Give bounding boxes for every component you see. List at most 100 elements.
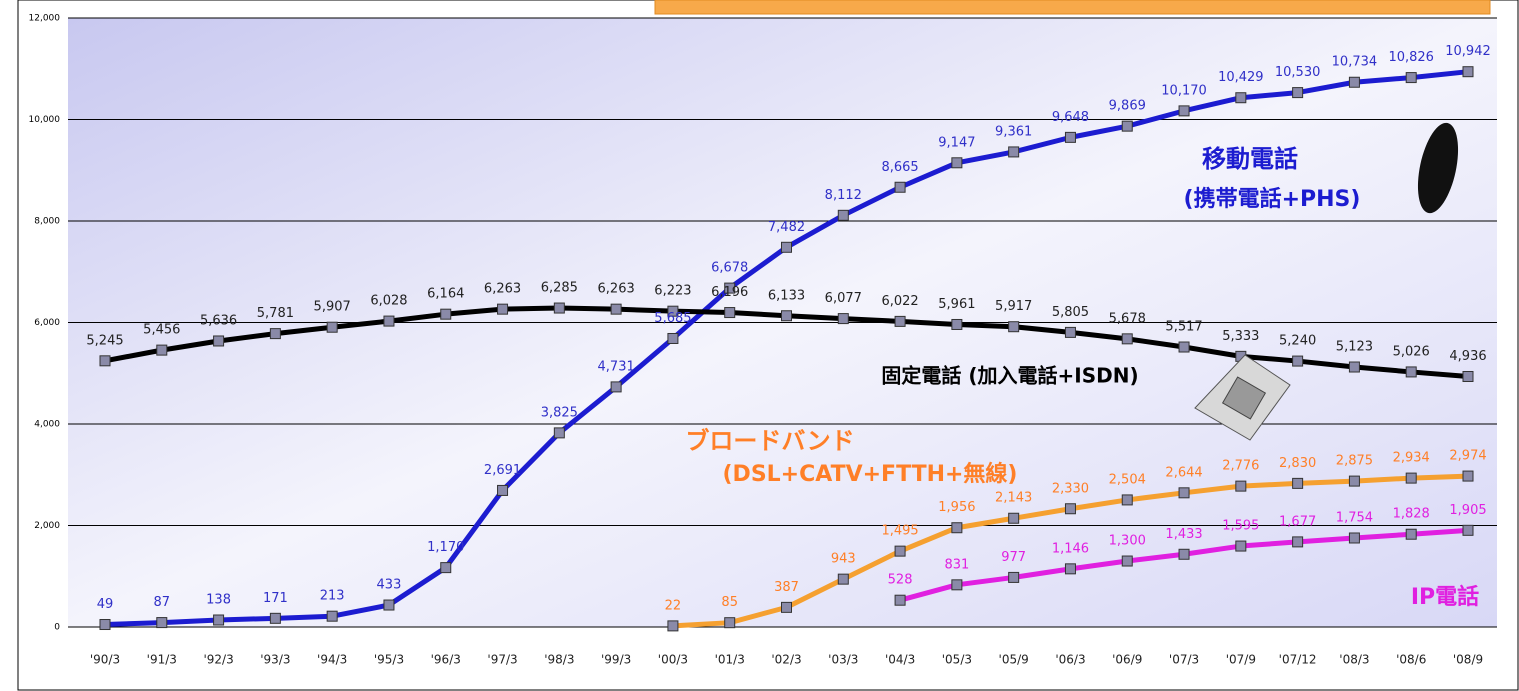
data-label: 8,112 <box>825 188 862 203</box>
data-label: 2,875 <box>1336 454 1373 469</box>
data-label: 1,677 <box>1279 514 1316 529</box>
data-label: 5,961 <box>938 297 975 312</box>
marker <box>951 318 963 330</box>
x-tick-label: '08/9 <box>1453 653 1483 667</box>
data-label: 8,665 <box>881 160 918 175</box>
y-tick-label: 6,000 <box>34 318 60 328</box>
marker <box>156 617 168 629</box>
x-tick-label: '95/3 <box>374 653 404 667</box>
marker <box>1405 472 1417 484</box>
x-tick-label: '08/3 <box>1339 653 1369 667</box>
marker <box>1292 477 1304 489</box>
y-tick-label: 10,000 <box>29 115 61 125</box>
marker <box>1462 66 1474 78</box>
marker <box>951 522 963 534</box>
marker <box>1178 487 1190 499</box>
data-label: 5,917 <box>995 299 1032 314</box>
marker <box>667 305 679 317</box>
marker <box>99 355 111 367</box>
marker <box>610 303 622 315</box>
data-label: 943 <box>831 552 856 567</box>
marker <box>837 209 849 221</box>
data-label: 85 <box>721 595 738 610</box>
marker <box>1235 540 1247 552</box>
marker <box>667 332 679 344</box>
marker <box>269 612 281 624</box>
annotation: IP電話 <box>1411 584 1479 610</box>
x-tick-label: '05/3 <box>942 653 972 667</box>
data-label: 5,517 <box>1165 320 1202 335</box>
data-label: 6,022 <box>881 294 918 309</box>
data-label: 9,648 <box>1052 110 1089 125</box>
data-label: 5,123 <box>1336 340 1373 355</box>
data-label: 10,170 <box>1161 83 1207 98</box>
data-label: 1,433 <box>1165 527 1202 542</box>
data-label: 2,776 <box>1222 459 1259 474</box>
marker <box>724 617 736 629</box>
x-tick-label: '02/3 <box>771 653 801 667</box>
data-label: 22 <box>665 598 682 613</box>
marker <box>1292 87 1304 99</box>
data-label: 138 <box>206 592 231 607</box>
data-label: 6,028 <box>370 294 407 309</box>
annotation: (携帯電話+PHS) <box>1184 186 1361 212</box>
x-tick-label: '93/3 <box>260 653 290 667</box>
marker <box>1064 563 1076 575</box>
marker <box>1008 512 1020 524</box>
data-label: 5,026 <box>1393 344 1430 359</box>
data-label: 6,263 <box>598 282 635 297</box>
marker <box>781 601 792 613</box>
data-label: 5,240 <box>1279 334 1316 349</box>
y-tick-label: 2,000 <box>34 521 60 531</box>
data-label: 5,678 <box>1109 311 1146 326</box>
marker <box>1235 480 1247 492</box>
data-label: 1,828 <box>1393 507 1430 522</box>
x-tick-label: '96/3 <box>431 653 461 667</box>
marker <box>1462 370 1474 382</box>
marker <box>724 307 736 319</box>
data-label: 213 <box>320 589 345 604</box>
marker <box>1405 528 1417 540</box>
x-tick-label: '07/9 <box>1226 653 1256 667</box>
phone-icon <box>1417 122 1459 214</box>
data-label: 10,942 <box>1445 44 1491 59</box>
marker <box>1178 548 1190 560</box>
marker <box>837 313 849 325</box>
data-label: 6,133 <box>768 288 805 303</box>
marker <box>1348 532 1360 544</box>
marker <box>1064 131 1076 143</box>
x-tick-label: '04/3 <box>885 653 915 667</box>
marker <box>724 282 736 294</box>
marker <box>894 545 906 557</box>
annotation: ブロードバンド <box>685 427 854 455</box>
data-label: 5,685 <box>654 311 691 326</box>
data-label: 4,936 <box>1449 349 1486 364</box>
marker <box>1008 321 1020 333</box>
data-label: 5,456 <box>143 323 180 338</box>
data-label: 6,678 <box>711 261 748 276</box>
marker <box>497 303 509 315</box>
marker <box>1405 366 1417 378</box>
marker <box>497 484 509 496</box>
data-label: 10,429 <box>1218 70 1264 85</box>
data-label: 4,731 <box>598 359 635 374</box>
data-label: 10,530 <box>1275 65 1321 80</box>
data-label: 1,300 <box>1109 534 1146 549</box>
x-tick-label: '97/3 <box>487 653 517 667</box>
x-tick-label: '91/3 <box>147 653 177 667</box>
data-label: 1,595 <box>1222 519 1259 534</box>
data-label: 6,263 <box>484 282 521 297</box>
x-tick-label: '90/3 <box>90 653 120 667</box>
data-label: 831 <box>944 557 969 572</box>
marker <box>553 302 565 314</box>
marker <box>553 427 565 439</box>
data-label: 6,077 <box>825 291 862 306</box>
marker <box>894 315 906 327</box>
marker <box>894 594 906 606</box>
marker <box>99 619 111 631</box>
marker <box>269 328 281 340</box>
data-label: 9,869 <box>1109 99 1146 114</box>
marker <box>1178 341 1190 353</box>
marker <box>1008 146 1020 158</box>
marker <box>1178 105 1190 117</box>
